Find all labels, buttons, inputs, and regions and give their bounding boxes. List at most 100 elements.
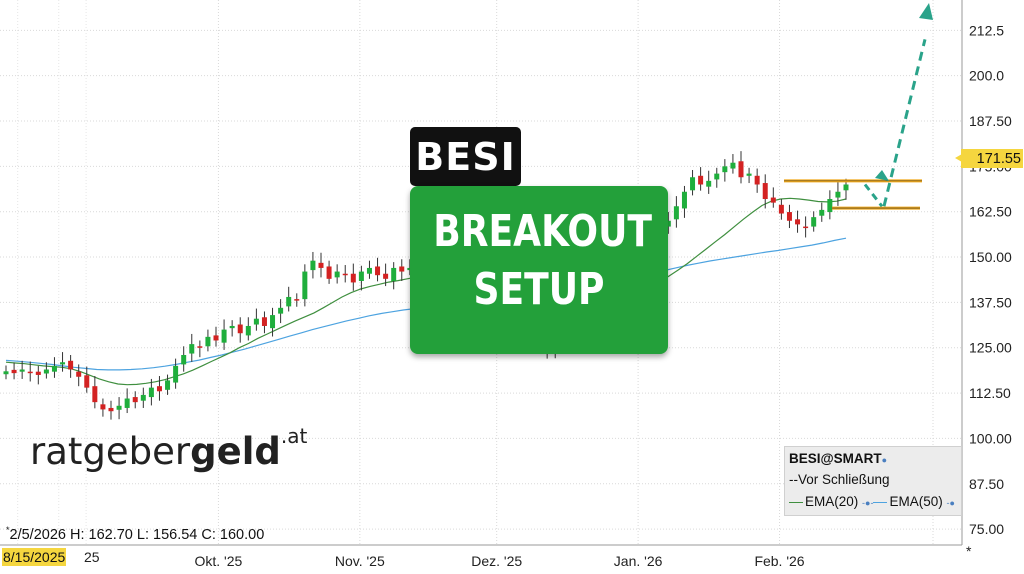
- candle-body: [786, 212, 792, 221]
- candle-body: [27, 371, 33, 374]
- candle-body: [124, 398, 130, 408]
- ohlc-readout: *2/5/2026 H: 162.70 L: 156.54 C: 160.00: [6, 525, 265, 543]
- candle-body: [681, 191, 687, 209]
- candle-body: [714, 173, 720, 180]
- candle-body: [229, 325, 235, 329]
- breakout-arrow-head: [919, 3, 933, 20]
- x-tick-label: Nov. '25: [335, 553, 385, 569]
- candle-body: [665, 220, 671, 227]
- candle-body: [221, 329, 227, 343]
- y-tick-label: 75.00: [969, 521, 1004, 537]
- pullback-arrow-shaft: [863, 183, 884, 208]
- candle-body: [3, 371, 9, 375]
- y-tick-label: 187.50: [969, 113, 1012, 129]
- candle-body: [205, 336, 211, 347]
- candle-body: [173, 365, 179, 383]
- breakout-arrow-shaft: [882, 39, 927, 207]
- y-tick-label: 137.50: [969, 294, 1012, 310]
- x-tick-label: Feb. '26: [754, 553, 804, 569]
- candle-body: [391, 267, 397, 281]
- candle-body: [189, 344, 195, 354]
- x-tick-label: Okt. '25: [195, 553, 243, 569]
- legend-item-ema: EMA(20) -●- EMA(50) -●: [789, 494, 955, 509]
- y-tick-label: 200.0: [969, 68, 1004, 84]
- candle-body: [698, 175, 704, 185]
- candle-body: [60, 362, 66, 365]
- candle-body: [770, 197, 776, 203]
- y-tick-label: 112.50: [969, 385, 1011, 401]
- setup-line-2: SETUP: [473, 264, 605, 315]
- candle-body: [383, 273, 389, 279]
- legend-item-vor-schliessung: --Vor Schließung: [789, 472, 890, 487]
- candle-body: [245, 325, 251, 336]
- candle-body: [778, 204, 784, 214]
- candle-body: [76, 371, 82, 377]
- candle-body: [318, 262, 324, 268]
- y-tick-label: 162.50: [969, 204, 1012, 220]
- candle-body: [165, 380, 171, 390]
- y-tick-label: 87.50: [969, 476, 1004, 492]
- candle-body: [100, 404, 106, 410]
- candle-body: [762, 183, 768, 200]
- candle-body: [156, 386, 162, 392]
- ticker-badge: BESI: [410, 127, 521, 186]
- candle-body: [827, 199, 833, 213]
- candle-body: [366, 267, 372, 274]
- candle-body: [140, 394, 146, 401]
- candle-body: [116, 405, 122, 410]
- start-date-label: 8/15/2025: [2, 548, 67, 566]
- candle-body: [407, 267, 413, 271]
- candle-body: [738, 161, 744, 178]
- candle-body: [803, 226, 809, 229]
- candle-body: [253, 318, 259, 325]
- candle-body: [68, 360, 74, 370]
- candle-body: [722, 166, 728, 173]
- candle-body: [342, 273, 348, 276]
- candle-body: [181, 354, 187, 365]
- candle-body: [706, 180, 712, 187]
- candle-body: [11, 369, 17, 374]
- pullback-arrow-head: [875, 170, 889, 181]
- y-tick-label: 100.00: [969, 430, 1012, 446]
- candle-body: [673, 206, 679, 220]
- candle-body: [754, 175, 760, 185]
- candle-body: [811, 217, 817, 227]
- candle-body: [350, 273, 356, 283]
- y-tick-label: 212.5: [969, 22, 1004, 38]
- axis-corner-mark: *: [966, 543, 972, 559]
- candle-body: [270, 315, 276, 329]
- candle-body: [690, 177, 696, 191]
- candle-body: [835, 191, 841, 198]
- candle-body: [35, 371, 41, 375]
- x-tick-label: Dez. '25: [471, 553, 522, 569]
- candle-body: [261, 317, 267, 326]
- candle-body: [375, 266, 381, 276]
- candle-body: [310, 260, 316, 271]
- chart-legend: BESI@SMART● --Vor Schließung EMA(20) -●-…: [784, 446, 962, 516]
- candle-body: [237, 324, 243, 334]
- brand-logo: ratgebergeld.at: [30, 423, 308, 473]
- candle-body: [132, 397, 138, 403]
- candle-body: [334, 271, 340, 278]
- x-tick-label: Jan. '26: [614, 553, 663, 569]
- candle-body: [399, 266, 405, 272]
- y-tick-label: 150.00: [969, 249, 1012, 265]
- y-tick-label: 125.00: [969, 340, 1012, 356]
- last-price-tag: 171.55: [961, 149, 1023, 168]
- candle-body: [795, 219, 801, 225]
- start-date-tail: 25: [84, 549, 100, 565]
- legend-title: BESI@SMART●: [789, 451, 888, 466]
- candle-body: [51, 365, 57, 372]
- candle-body: [843, 184, 849, 191]
- last-price-marker: [955, 154, 962, 162]
- candle-body: [302, 271, 308, 300]
- candle-body: [278, 307, 284, 314]
- candle-body: [84, 375, 90, 388]
- candle-body: [294, 299, 300, 301]
- candle-body: [92, 386, 98, 403]
- candle-body: [746, 173, 752, 176]
- candle-body: [43, 369, 49, 374]
- setup-line-1: BREAKOUT: [433, 206, 652, 257]
- candle-body: [358, 271, 364, 281]
- candle-body: [108, 407, 114, 412]
